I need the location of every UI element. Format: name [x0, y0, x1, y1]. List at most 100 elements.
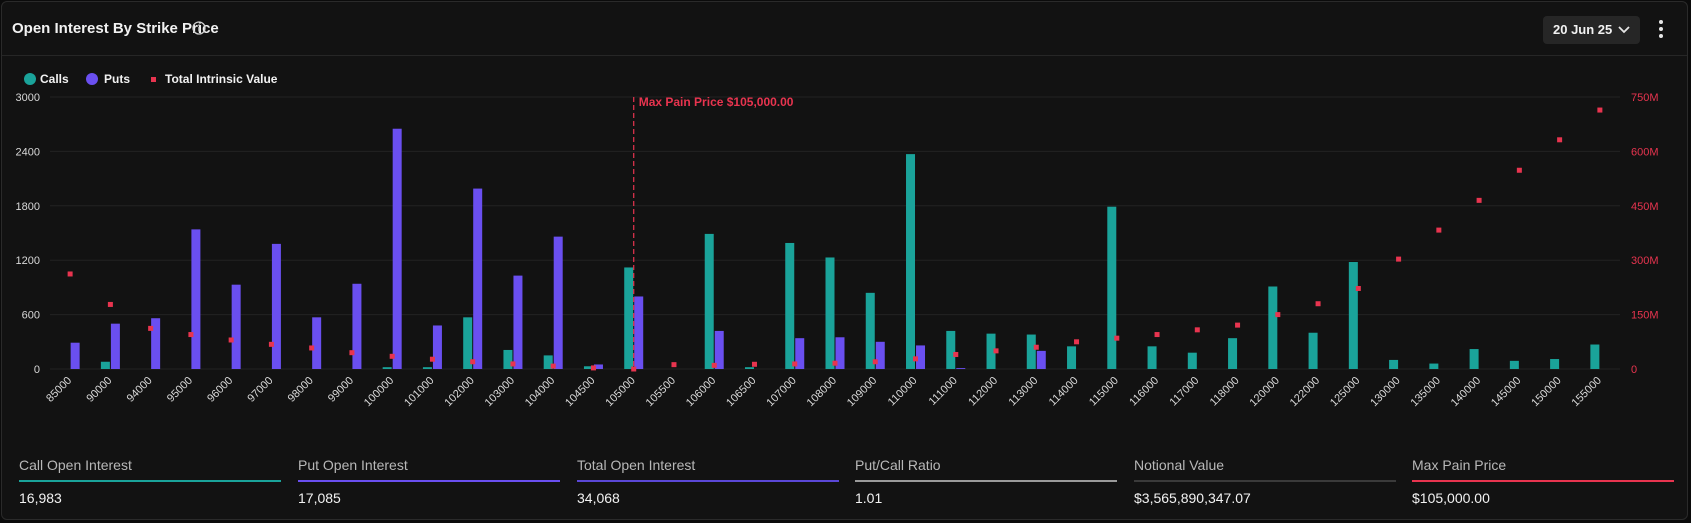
- x-tick-label: 116000: [1127, 375, 1161, 409]
- call-bar: [785, 242, 795, 369]
- x-tick-label: 98000: [286, 375, 316, 405]
- x-tick-label: 117000: [1168, 375, 1202, 409]
- put-bar: [916, 345, 926, 369]
- call-bar: [1187, 352, 1197, 369]
- intrinsic-value-point: [590, 365, 596, 371]
- intrinsic-value-point: [1235, 322, 1241, 328]
- call-bar: [1348, 262, 1358, 369]
- x-tick-label: 103000: [483, 375, 517, 409]
- intrinsic-value-point: [228, 337, 234, 343]
- stat-put-call-ratio: Put/Call Ratio 1.01: [855, 457, 1117, 517]
- x-tick-label: 99000: [326, 375, 356, 405]
- panel-title: Open Interest By Strike Price: [12, 20, 219, 37]
- call-bar: [986, 333, 996, 369]
- call-bar: [1550, 359, 1560, 369]
- put-bar: [392, 128, 402, 369]
- intrinsic-value-point: [349, 350, 355, 356]
- stat-underline: [1134, 480, 1396, 482]
- intrinsic-value-point: [872, 359, 878, 365]
- open-interest-chart: 3000 750M 2400 600M 1800 450M 1200 300M 600 150M 0…: [16, 92, 1659, 409]
- stat-label: Total Open Interest: [577, 457, 696, 473]
- intrinsic-value-point: [751, 361, 757, 367]
- intrinsic-value-point: [1516, 167, 1522, 173]
- call-bar: [1228, 338, 1238, 369]
- intrinsic-value-point: [671, 362, 677, 368]
- put-bar: [70, 342, 80, 369]
- more-options-icon[interactable]: [1658, 18, 1664, 40]
- call-bar: [744, 367, 754, 369]
- x-tick-label: 90000: [84, 375, 114, 405]
- x-tick-label: 96000: [205, 375, 235, 405]
- y2-tick-label: 150M: [1631, 310, 1659, 322]
- y2-tick-label: 450M: [1631, 201, 1659, 213]
- intrinsic-value-point: [470, 359, 476, 365]
- intrinsic-value-point: [1194, 327, 1200, 333]
- put-bar: [593, 364, 603, 369]
- y2-tick-label: 300M: [1631, 255, 1659, 267]
- intrinsic-value-point: [510, 361, 516, 367]
- panel-header: Open Interest By Strike Price 20 Jun 25: [2, 2, 1687, 56]
- intrinsic-value-point: [148, 325, 154, 331]
- x-tick-label: 105500: [644, 375, 678, 409]
- expiry-date-label: 20 Jun 25: [1553, 22, 1613, 37]
- call-bar: [1147, 346, 1157, 369]
- stat-value: 1.01: [855, 490, 883, 506]
- x-tick-label: 125000: [1328, 375, 1362, 409]
- call-bar: [1268, 286, 1278, 369]
- expiry-date-dropdown[interactable]: 20 Jun 25: [1543, 16, 1640, 44]
- y-tick-label: 1200: [16, 255, 40, 267]
- stat-max-pain-price: Max Pain Price $105,000.00: [1412, 457, 1674, 517]
- x-tick-label: 130000: [1368, 375, 1402, 409]
- x-tick-label: 95000: [165, 375, 195, 405]
- put-bar: [875, 341, 885, 369]
- x-tick-label: 114000: [1047, 375, 1081, 409]
- x-tick-label: 104000: [523, 375, 557, 409]
- y-tick-label: 0: [34, 364, 40, 376]
- x-tick-label: 135000: [1409, 375, 1443, 409]
- call-bar: [1469, 349, 1479, 369]
- call-bar: [624, 267, 634, 369]
- intrinsic-value-point: [1033, 344, 1039, 350]
- y2-tick-label: 750M: [1631, 92, 1659, 104]
- intrinsic-value-point: [832, 360, 838, 366]
- intrinsic-value-point: [953, 351, 959, 357]
- put-bar: [231, 284, 241, 369]
- x-tick-label: 97000: [245, 375, 275, 405]
- call-bar: [1308, 332, 1318, 369]
- call-bar: [865, 292, 875, 369]
- info-icon[interactable]: [192, 21, 206, 35]
- x-tick-label: 94000: [125, 375, 155, 405]
- stat-value: 16,983: [19, 490, 62, 506]
- intrinsic-value-point: [550, 363, 556, 369]
- stat-value: $105,000.00: [1412, 490, 1490, 506]
- stat-underline: [19, 480, 281, 482]
- stat-value: 34,068: [577, 490, 620, 506]
- x-tick-label: 150000: [1529, 375, 1563, 409]
- call-bar: [1067, 346, 1077, 369]
- stat-notional-value: Notional Value $3,565,890,347.07: [1134, 457, 1396, 517]
- intrinsic-value-point: [1597, 107, 1603, 113]
- stat-underline: [577, 480, 839, 482]
- put-bar: [151, 318, 161, 369]
- call-bar: [1026, 334, 1036, 369]
- intrinsic-value-point: [429, 356, 435, 362]
- legend-label-intrinsic: Total Intrinsic Value: [165, 72, 278, 86]
- intrinsic-value-point: [913, 356, 919, 362]
- intrinsic-value-point: [309, 345, 315, 351]
- x-tick-label: 106000: [684, 375, 718, 409]
- intrinsic-value-point: [268, 341, 274, 347]
- max-pain-label: Max Pain Price $105,000.00: [639, 95, 794, 109]
- stat-value: $3,565,890,347.07: [1134, 490, 1251, 506]
- x-tick-label: 155000: [1570, 375, 1604, 409]
- y-tick-label: 3000: [16, 92, 40, 104]
- y-tick-label: 2400: [16, 146, 40, 158]
- x-tick-label: 113000: [1007, 375, 1041, 409]
- x-tick-label: 106500: [724, 375, 758, 409]
- x-tick-label: 111000: [927, 375, 960, 408]
- stat-underline: [298, 480, 560, 482]
- put-bar: [1036, 350, 1046, 369]
- intrinsic-value-point: [711, 362, 717, 368]
- intrinsic-value-point: [1476, 197, 1482, 203]
- x-tick-label: 115000: [1087, 375, 1121, 409]
